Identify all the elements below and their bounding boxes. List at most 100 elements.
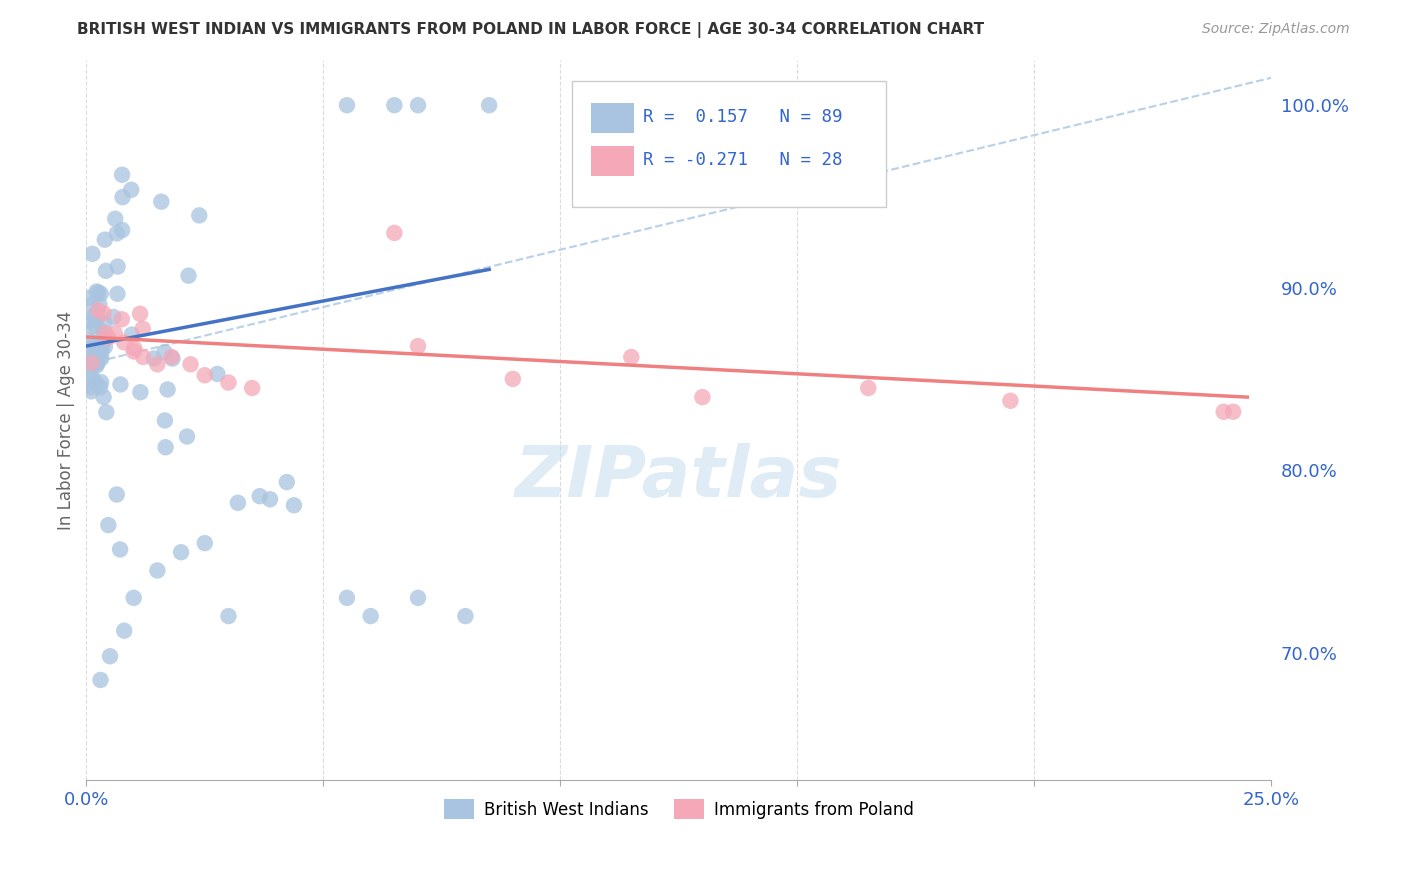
- Text: R =  0.157   N = 89: R = 0.157 N = 89: [643, 108, 842, 126]
- Point: [104, 211, 127, 226]
- Point: [107, 260, 129, 274]
- Point: [188, 208, 211, 222]
- Text: ZIPatlas: ZIPatlas: [515, 443, 842, 512]
- Point: [93, 315, 115, 329]
- Point: [406, 591, 429, 605]
- Point: [96, 405, 118, 419]
- Point: [177, 268, 200, 283]
- Point: [77, 341, 100, 355]
- Point: [110, 377, 132, 392]
- Point: [146, 357, 169, 371]
- Point: [83, 309, 105, 323]
- Point: [406, 98, 429, 112]
- Point: [94, 233, 117, 247]
- Point: [86, 354, 108, 368]
- Point: [84, 345, 107, 359]
- Point: [217, 376, 239, 390]
- Point: [87, 303, 110, 318]
- Point: [155, 440, 177, 454]
- Point: [180, 357, 202, 371]
- Point: [111, 223, 134, 237]
- Point: [153, 345, 176, 359]
- Point: [120, 183, 142, 197]
- Text: Source: ZipAtlas.com: Source: ZipAtlas.com: [1202, 22, 1350, 37]
- Point: [121, 327, 143, 342]
- Point: [122, 591, 145, 605]
- Point: [194, 368, 217, 383]
- Point: [84, 376, 107, 390]
- Point: [84, 312, 107, 326]
- Legend: British West Indians, Immigrants from Poland: British West Indians, Immigrants from Po…: [437, 792, 920, 826]
- FancyBboxPatch shape: [572, 81, 886, 207]
- Point: [478, 98, 501, 112]
- Point: [160, 350, 183, 364]
- Point: [90, 286, 112, 301]
- Point: [86, 359, 108, 373]
- Point: [82, 352, 104, 367]
- Point: [86, 356, 108, 370]
- Point: [90, 351, 112, 366]
- Point: [336, 98, 359, 112]
- Point: [84, 338, 107, 352]
- Point: [89, 343, 111, 358]
- Point: [259, 492, 281, 507]
- Point: [94, 326, 117, 341]
- Point: [1222, 405, 1244, 419]
- Point: [406, 339, 429, 353]
- Point: [94, 264, 117, 278]
- Point: [129, 307, 152, 321]
- Point: [153, 413, 176, 427]
- Point: [170, 545, 193, 559]
- Point: [283, 498, 305, 512]
- Text: BRITISH WEST INDIAN VS IMMIGRANTS FROM POLAND IN LABOR FORCE | AGE 30-34 CORRELA: BRITISH WEST INDIAN VS IMMIGRANTS FROM P…: [77, 22, 984, 38]
- Point: [93, 390, 115, 404]
- Point: [111, 190, 134, 204]
- Point: [156, 383, 179, 397]
- Point: [90, 343, 112, 358]
- Point: [122, 344, 145, 359]
- Point: [108, 542, 131, 557]
- Point: [150, 194, 173, 209]
- Point: [454, 609, 477, 624]
- Point: [112, 335, 135, 350]
- Point: [132, 350, 155, 364]
- Point: [620, 350, 643, 364]
- Point: [1212, 405, 1234, 419]
- Point: [89, 350, 111, 364]
- Point: [240, 381, 263, 395]
- Point: [111, 312, 134, 326]
- Point: [207, 367, 229, 381]
- Point: [1000, 393, 1022, 408]
- Point: [86, 285, 108, 299]
- Point: [77, 291, 100, 305]
- Point: [132, 322, 155, 336]
- Point: [80, 384, 103, 399]
- Point: [82, 247, 104, 261]
- Point: [80, 370, 103, 384]
- Point: [87, 285, 110, 300]
- Point: [176, 429, 198, 443]
- Point: [77, 333, 100, 347]
- Point: [105, 227, 128, 241]
- Point: [90, 375, 112, 389]
- Point: [276, 475, 298, 489]
- Point: [112, 624, 135, 638]
- Point: [83, 320, 105, 334]
- Point: [162, 351, 184, 366]
- Point: [84, 318, 107, 333]
- FancyBboxPatch shape: [591, 103, 634, 133]
- Point: [249, 489, 271, 503]
- Point: [80, 356, 103, 370]
- Point: [105, 487, 128, 501]
- Point: [83, 356, 105, 370]
- Point: [104, 326, 127, 341]
- Point: [94, 340, 117, 354]
- Point: [84, 339, 107, 353]
- Point: [360, 609, 382, 624]
- Point: [84, 309, 107, 323]
- FancyBboxPatch shape: [591, 146, 634, 177]
- Point: [89, 297, 111, 311]
- Point: [502, 372, 524, 386]
- Point: [129, 385, 152, 400]
- Text: R = -0.271   N = 28: R = -0.271 N = 28: [643, 151, 842, 169]
